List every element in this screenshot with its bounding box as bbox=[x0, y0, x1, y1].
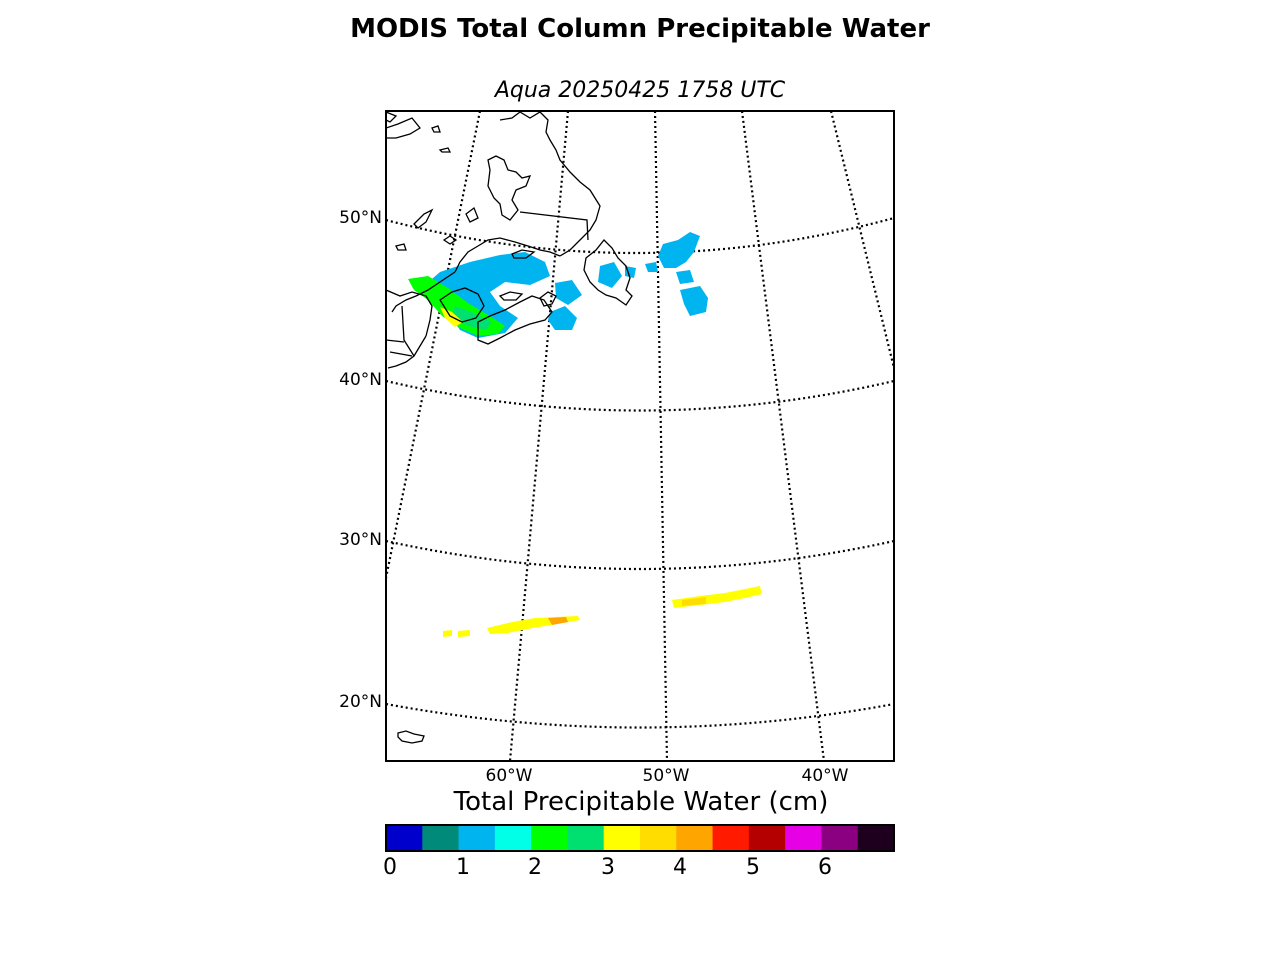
state-border-1 bbox=[401, 305, 415, 357]
meridian-70w bbox=[386, 111, 482, 579]
colorbar-swatch bbox=[821, 825, 859, 851]
colorbar-swatch bbox=[567, 825, 605, 851]
pw-patch-blue-ocean-4 bbox=[676, 270, 694, 284]
coast-labrador-east bbox=[499, 111, 601, 257]
pw-data-south bbox=[443, 586, 762, 637]
pw-patch-blue-ocean-1 bbox=[658, 232, 700, 268]
coast-labrador bbox=[487, 155, 532, 221]
parallel-40n bbox=[386, 379, 894, 412]
coast-gaspe-maritimes bbox=[391, 271, 456, 313]
state-border-2 bbox=[386, 339, 405, 343]
coast-saguenay bbox=[442, 235, 458, 245]
lat-label-50n: 50°N bbox=[339, 208, 382, 228]
island-4 bbox=[395, 243, 407, 251]
colorbar-frame bbox=[385, 824, 895, 852]
island-3 bbox=[465, 206, 479, 223]
colorbar-swatch bbox=[748, 825, 786, 851]
parallel-30n bbox=[386, 539, 894, 571]
colorbar-swatch bbox=[603, 825, 641, 851]
state-border-3 bbox=[389, 351, 413, 357]
parallel-20n bbox=[386, 702, 894, 729]
colorbar-swatch bbox=[676, 825, 714, 851]
meridian-50w bbox=[653, 111, 669, 761]
colorbar-tick-1: 1 bbox=[456, 855, 470, 880]
coast-pei bbox=[498, 291, 524, 301]
meridian-30w bbox=[829, 111, 894, 369]
pw-patch-blue-newfoundland-1 bbox=[555, 280, 582, 305]
coast-anticosti bbox=[511, 249, 536, 259]
pw-patch-blue-ocean-3 bbox=[645, 262, 658, 272]
island-puerto-rico bbox=[397, 730, 425, 744]
coast-cape-breton bbox=[539, 291, 557, 307]
lon-label-40w: 40°W bbox=[801, 766, 849, 786]
pw-data-north bbox=[408, 232, 708, 338]
lat-label-30n: 30°N bbox=[339, 530, 382, 550]
graticule-meridians bbox=[386, 111, 894, 761]
map-subtitle: Aqua 20250425 1758 UTC bbox=[494, 78, 786, 103]
colorbar-swatch bbox=[640, 825, 677, 851]
graticule-parallels bbox=[386, 216, 894, 729]
coast-new-brunswick bbox=[439, 287, 485, 323]
coast-baffin-edge bbox=[386, 117, 421, 139]
pw-patch-blue-ocean-2 bbox=[680, 286, 708, 316]
pw-band-west-small-1 bbox=[458, 630, 470, 637]
pw-band-east-gold bbox=[682, 597, 706, 606]
lon-label-50w: 50°W bbox=[642, 766, 690, 786]
colorbar-title: Total Precipitable Water (cm) bbox=[453, 787, 829, 817]
pw-patch-seagreen bbox=[452, 306, 492, 330]
coast-newfoundland bbox=[583, 239, 633, 306]
colorbar-tick-0: 0 bbox=[383, 855, 397, 880]
colorbar-swatch bbox=[494, 825, 532, 851]
colorbar-swatch bbox=[712, 825, 750, 851]
coast-new-england bbox=[387, 335, 427, 369]
lat-label-20n: 20°N bbox=[339, 692, 382, 712]
map-area bbox=[386, 111, 894, 761]
colorbar-tick-4: 4 bbox=[673, 855, 687, 880]
coast-hudson-strait bbox=[413, 208, 434, 229]
lat-label-40n: 40°N bbox=[339, 370, 382, 390]
colorbar-tick-3: 3 bbox=[601, 855, 615, 880]
colorbar-swatch bbox=[458, 825, 496, 851]
colorbar-tick-2: 2 bbox=[528, 855, 542, 880]
colorbar-swatch bbox=[422, 825, 460, 851]
colorbar-tick-5: 5 bbox=[746, 855, 760, 880]
parallel-50n bbox=[386, 216, 894, 255]
pw-patch-blue-newfoundland-2 bbox=[598, 262, 622, 288]
pw-band-west-orange bbox=[548, 617, 568, 625]
map-title: MODIS Total Column Precipitable Water bbox=[350, 14, 930, 44]
colorbar-swatch bbox=[531, 825, 568, 851]
colorbar bbox=[386, 825, 895, 851]
map-frame bbox=[385, 110, 895, 762]
colorbar-swatch bbox=[785, 825, 822, 851]
meridian-40w bbox=[740, 111, 826, 761]
coast-quebec-north-shore bbox=[454, 237, 561, 273]
coast-nova-scotia bbox=[477, 295, 553, 345]
coastlines bbox=[386, 111, 633, 744]
colorbar-swatch bbox=[857, 825, 895, 851]
island-2 bbox=[438, 147, 452, 153]
island-bermuda-area bbox=[386, 111, 398, 123]
island-1 bbox=[431, 125, 441, 133]
pw-patch-blue-cabot bbox=[548, 306, 577, 330]
lon-label-60w: 60°W bbox=[485, 766, 533, 786]
colorbar-tick-6: 6 bbox=[818, 855, 832, 880]
pw-band-west-small-2 bbox=[443, 630, 452, 637]
pw-patch-blue-newfoundland-3 bbox=[625, 266, 636, 278]
border-us-canada bbox=[386, 289, 433, 337]
colorbar-swatch bbox=[386, 825, 423, 851]
meridian-60w bbox=[508, 111, 570, 761]
border-labrador-quebec bbox=[519, 211, 589, 241]
